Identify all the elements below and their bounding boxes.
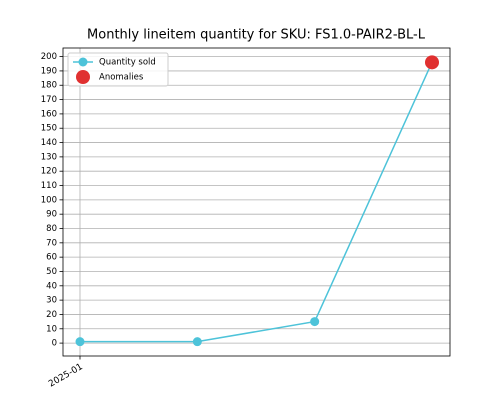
legend-marker xyxy=(78,57,88,67)
y-tick-label: 20 xyxy=(46,310,57,320)
y-tick-label: 70 xyxy=(46,238,57,248)
y-tick-label: 100 xyxy=(41,195,57,205)
y-tick-label: 50 xyxy=(46,267,57,277)
y-tick-label: 200 xyxy=(41,52,57,62)
y-tick-label: 150 xyxy=(41,124,57,134)
data-point xyxy=(425,55,439,70)
y-tick-label: 190 xyxy=(41,66,57,76)
data-line xyxy=(80,62,433,343)
data-point xyxy=(75,337,85,347)
y-tick-label: 140 xyxy=(41,138,57,148)
y-tick-label: 40 xyxy=(46,281,57,291)
y-tick-label: 10 xyxy=(46,324,57,334)
legend-marker xyxy=(76,70,90,84)
data-point xyxy=(310,317,320,327)
y-tick-label: 170 xyxy=(41,95,57,105)
y-tick-label: 30 xyxy=(46,296,57,306)
data-point xyxy=(192,337,202,347)
y-tick-label: 130 xyxy=(41,152,57,162)
chart-title: Monthly lineitem quantity for SKU: FS1.0… xyxy=(87,28,426,43)
y-tick-label: 160 xyxy=(41,109,57,119)
y-tick-label: 60 xyxy=(46,253,57,263)
y-tick-label: 90 xyxy=(46,210,57,220)
y-tick-label: 120 xyxy=(41,167,57,177)
y-tick-label: 80 xyxy=(46,224,57,234)
plot-frame xyxy=(62,47,451,357)
y-tick-label: 110 xyxy=(41,181,57,191)
legend-label: Anomalies xyxy=(99,73,144,83)
y-tick-label: 0 xyxy=(52,339,57,349)
legend-label: Quantity sold xyxy=(99,58,156,68)
y-tick-label: 180 xyxy=(41,81,57,91)
